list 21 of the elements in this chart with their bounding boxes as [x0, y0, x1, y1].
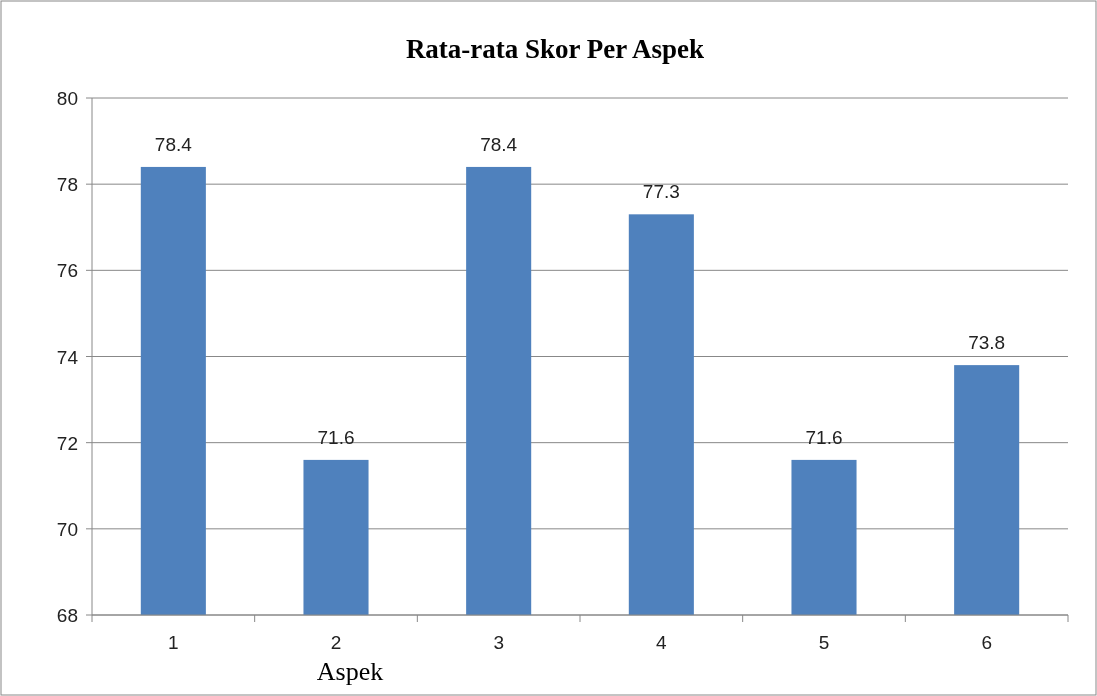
- x-tick-label: 1: [168, 632, 179, 653]
- chart-title: Rata-rata Skor Per Aspek: [405, 34, 705, 64]
- x-axis-title: Aspek: [316, 657, 384, 686]
- y-tick-label: 72: [56, 432, 78, 454]
- y-tick-label: 80: [56, 88, 78, 109]
- data-label: 73.8: [968, 332, 1006, 354]
- y-tick-label: 68: [56, 605, 78, 626]
- y-tick-label: 70: [56, 518, 78, 540]
- y-tick-label: 74: [56, 346, 79, 368]
- x-tick-label: 3: [493, 632, 504, 653]
- y-tick-label: 78: [56, 174, 78, 196]
- x-tick-label: 4: [656, 632, 668, 653]
- data-label: 71.6: [805, 426, 843, 448]
- y-tick-label: 76: [56, 260, 78, 282]
- x-tick-label: 5: [818, 632, 830, 653]
- x-tick-label: 6: [981, 632, 992, 653]
- data-label: 78.4: [154, 133, 193, 155]
- data-label: 77.3: [642, 181, 680, 203]
- data-label: 78.4: [480, 133, 518, 155]
- x-tick-label: 2: [330, 632, 342, 653]
- data-label: 71.6: [317, 426, 355, 448]
